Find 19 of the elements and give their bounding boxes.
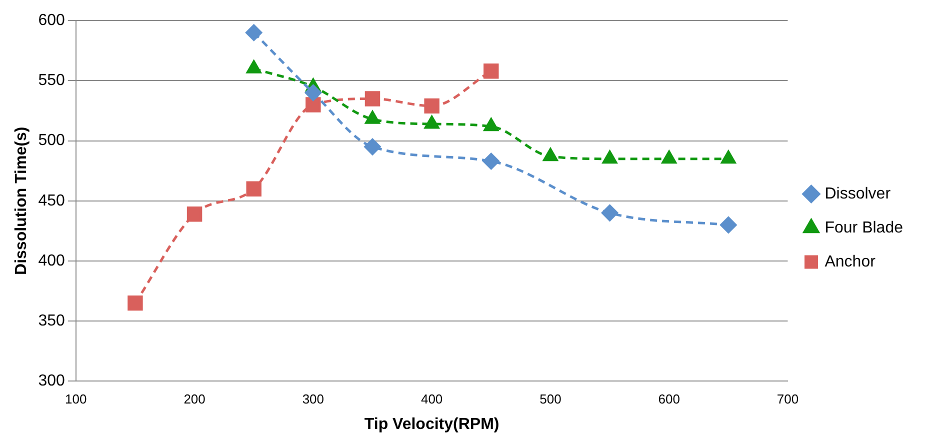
y-tick-label: 600 (38, 12, 65, 30)
x-tick-label: 700 (776, 392, 799, 407)
y-tick-label: 500 (38, 132, 65, 150)
x-tick-label: 200 (184, 392, 206, 407)
y-tick-label: 550 (38, 72, 65, 90)
y-tick-label: 300 (38, 372, 65, 390)
legend-label: Dissolver (824, 185, 892, 202)
x-tick-label: 400 (420, 392, 443, 407)
x-tick-label: 600 (658, 392, 680, 407)
legend-label: Four Blade (824, 219, 904, 236)
x-axis-title: Tip Velocity(RPM) (364, 416, 500, 433)
y-tick-label: 450 (38, 192, 65, 210)
legend-label: Anchor (824, 253, 876, 270)
x-tick-label: 500 (540, 392, 562, 407)
x-tick-label: 100 (65, 392, 87, 407)
x-tick-label: 300 (302, 392, 324, 407)
y-axis-title: Dissolution Time(s) (13, 126, 30, 275)
y-tick-label: 350 (38, 312, 65, 330)
y-tick-label: 400 (38, 252, 65, 270)
